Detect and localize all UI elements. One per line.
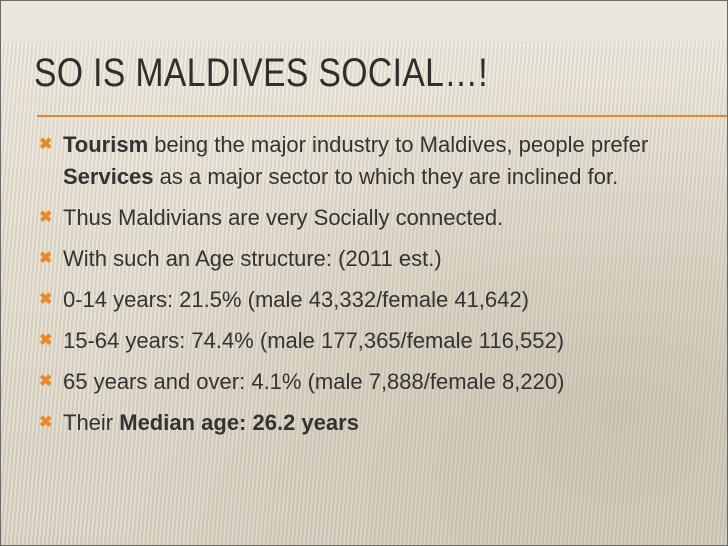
x-mark-icon: ✖ (39, 250, 53, 267)
bullet-item: ✖ 15-64 years: 74.4% (male 177,365/female… (37, 325, 727, 357)
bullet-item: ✖ Thus Maldivians are very Socially conne… (37, 202, 727, 234)
slide-title: SO IS MALDIVES SOCIAL…! (34, 51, 489, 95)
bullet-item: ✖ Tourism being the major industry to Mal… (37, 129, 727, 193)
bold-text: Tourism (63, 132, 149, 157)
text: being the major industry to Maldives, pe… (148, 132, 649, 157)
x-mark-icon: ✖ (39, 332, 53, 349)
bullet-item: ✖ With such an Age structure: (2011 est.) (37, 243, 727, 275)
bold-text: Median age: 26.2 years (119, 410, 359, 435)
bold-text: Services (63, 164, 154, 189)
bullet-list: ✖ Tourism being the major industry to Mal… (37, 129, 727, 448)
text: Their (63, 410, 120, 435)
x-mark-icon: ✖ (39, 136, 53, 153)
x-mark-icon: ✖ (39, 414, 53, 431)
bullet-item: ✖ 65 years and over: 4.1% (male 7,888/fem… (37, 366, 727, 398)
x-mark-icon: ✖ (39, 373, 53, 390)
x-mark-icon: ✖ (39, 209, 53, 226)
x-mark-icon: ✖ (39, 291, 53, 308)
bullet-item: ✖ 0-14 years: 21.5% (male 43,332/female 4… (37, 284, 727, 316)
text: as a major sector to which they are incl… (153, 164, 619, 189)
text: 65 years and over: 4.1% (male 7,888/fema… (63, 369, 565, 394)
text: 0-14 years: 21.5% (male 43,332/female 41… (63, 287, 529, 312)
text: With such an Age structure: (2011 est.) (63, 246, 442, 271)
text: Thus Maldivians are very Socially connec… (63, 205, 504, 230)
text: 15-64 years: 74.4% (male 177,365/female … (63, 328, 565, 353)
title-underline (37, 115, 727, 117)
top-band (1, 1, 727, 41)
bullet-item: ✖ Their Median age: 26.2 years (37, 407, 727, 439)
